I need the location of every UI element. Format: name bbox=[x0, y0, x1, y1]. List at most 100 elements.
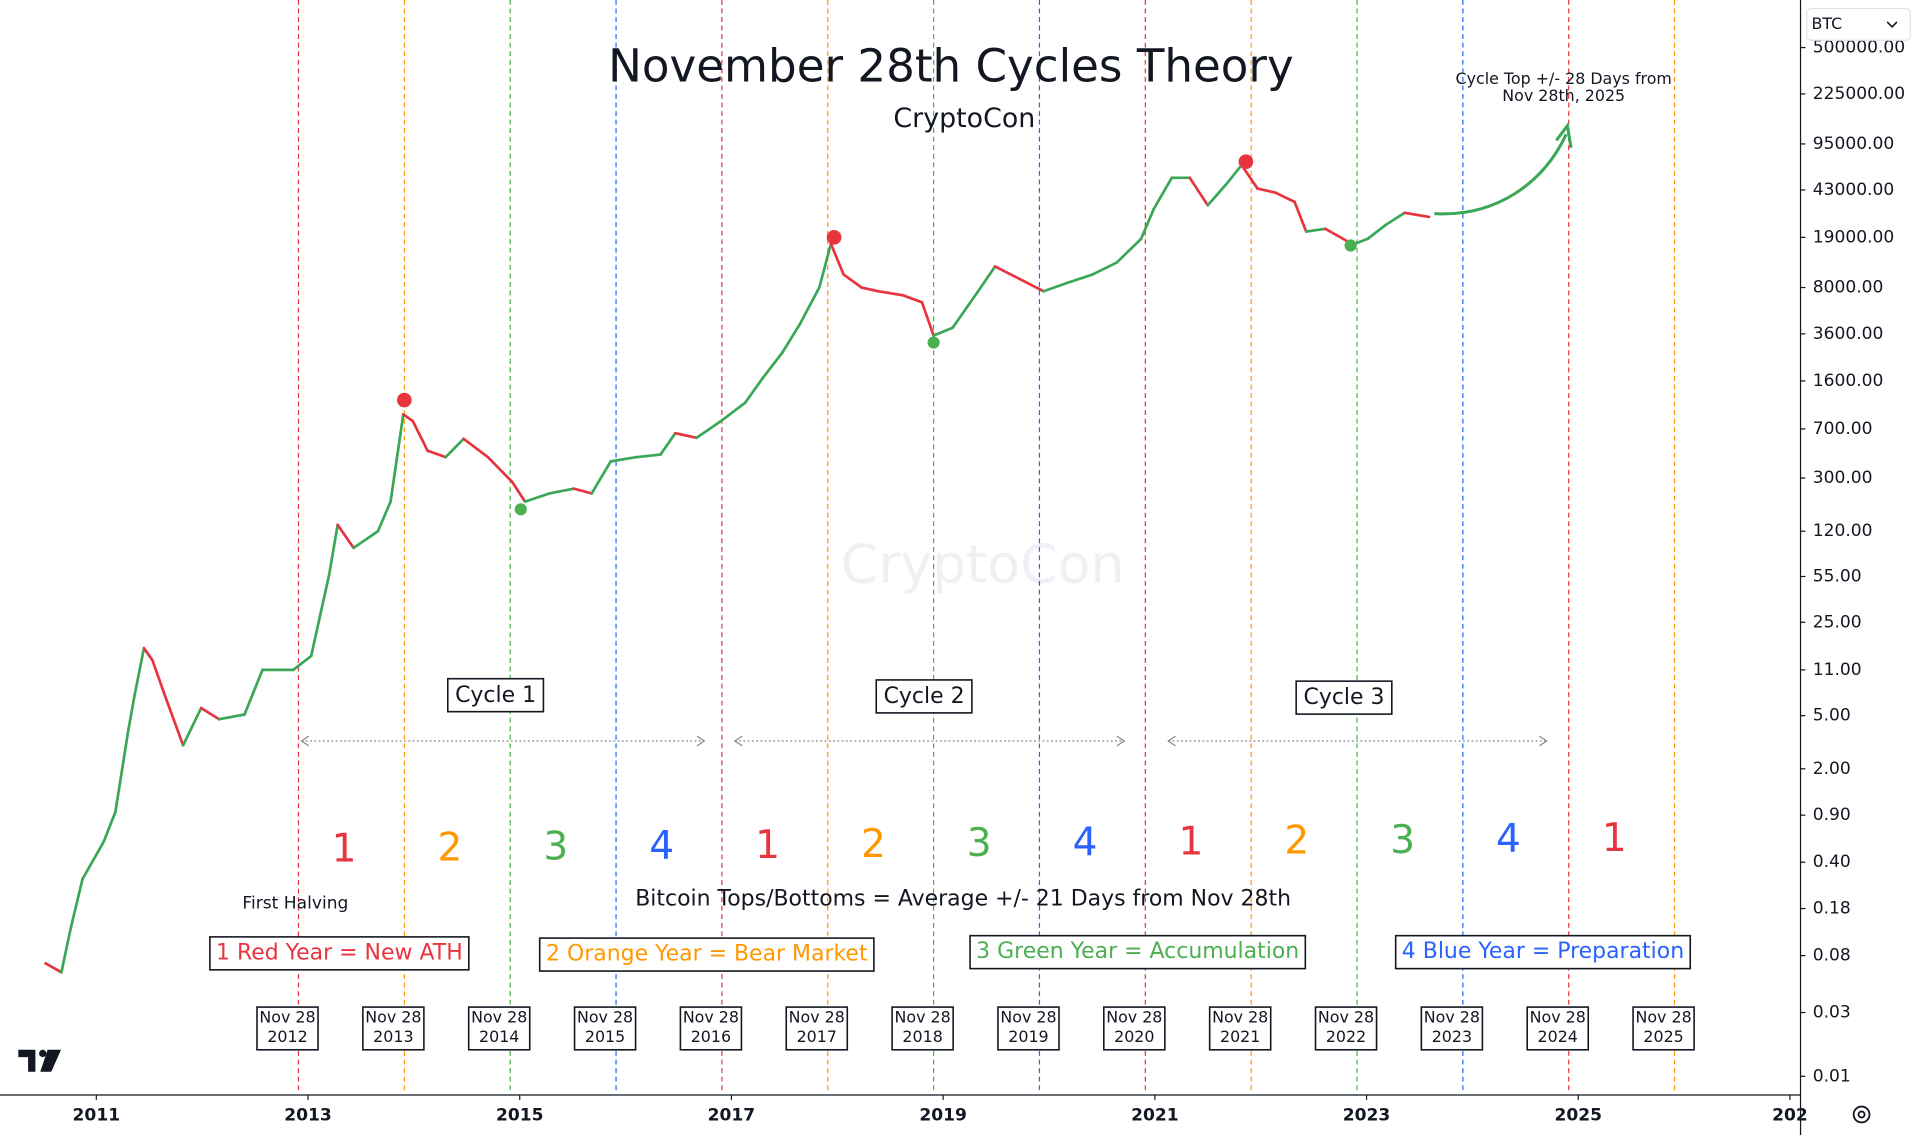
price-segment bbox=[634, 453, 662, 459]
price-segment bbox=[719, 401, 747, 423]
x-tick-label: 2015 bbox=[496, 1106, 544, 1126]
logo-part bbox=[18, 1049, 36, 1072]
price-segment bbox=[1152, 176, 1174, 211]
cycle-label: Cycle 3 bbox=[1303, 685, 1384, 710]
date-label: 2017 bbox=[797, 1027, 837, 1046]
price-segment bbox=[1042, 281, 1070, 293]
date-label: Nov 28 bbox=[1530, 1008, 1586, 1027]
price-segment bbox=[217, 713, 246, 721]
date-label: 2015 bbox=[585, 1027, 625, 1046]
price-segment bbox=[673, 431, 698, 440]
date-box bbox=[679, 1006, 743, 1051]
price-segment bbox=[590, 460, 613, 495]
y-tick-label: 43000.00 bbox=[1813, 180, 1895, 200]
gear-outer[interactable] bbox=[1852, 1105, 1871, 1124]
y-tick-label: 8000.00 bbox=[1813, 278, 1884, 298]
symbol-label[interactable]: BTC bbox=[1812, 14, 1843, 33]
y-tick-label: 0.90 bbox=[1813, 805, 1851, 825]
cycle-extreme bbox=[1344, 239, 1357, 252]
date-label: Nov 28 bbox=[365, 1008, 421, 1027]
price-segment bbox=[462, 437, 490, 459]
year-number: 2 bbox=[438, 825, 463, 870]
price-segment bbox=[69, 877, 84, 929]
year-number: 4 bbox=[1073, 820, 1098, 865]
watermark: CryptoCon bbox=[841, 532, 1125, 595]
price-segment bbox=[920, 300, 935, 337]
date-label: Nov 28 bbox=[471, 1008, 527, 1027]
date-label: Nov 28 bbox=[683, 1008, 739, 1027]
year-number: 4 bbox=[649, 824, 674, 869]
year-number: 1 bbox=[755, 823, 780, 868]
legend-label: 4 Blue Year = Preparation bbox=[1402, 939, 1684, 964]
price-segment bbox=[877, 289, 905, 297]
cycle-extreme bbox=[826, 230, 842, 245]
price-segment bbox=[389, 412, 405, 503]
event-lines bbox=[297, 0, 1676, 1094]
price-segment bbox=[761, 351, 784, 379]
date-box bbox=[1208, 1006, 1272, 1051]
gear-inner[interactable] bbox=[1857, 1110, 1866, 1119]
price-segment bbox=[411, 419, 429, 453]
logo-part bbox=[39, 1049, 47, 1058]
legend-label: 2 Orange Year = Bear Market bbox=[546, 942, 868, 967]
price-segment bbox=[102, 810, 117, 844]
date-box bbox=[1420, 1006, 1484, 1051]
dropdown-icon[interactable] bbox=[1886, 21, 1898, 28]
price-segment bbox=[44, 962, 63, 974]
legend-box bbox=[538, 937, 875, 972]
date-box bbox=[891, 1006, 954, 1051]
date-label: 2019 bbox=[1008, 1027, 1048, 1046]
cycle-box bbox=[1295, 680, 1393, 715]
cycle-box bbox=[875, 679, 973, 714]
date-label: 2025 bbox=[1643, 1027, 1683, 1046]
price-segment bbox=[817, 242, 833, 289]
y-tick-label: 1600.00 bbox=[1813, 371, 1884, 391]
price-segment bbox=[142, 646, 154, 662]
price-segment bbox=[1091, 261, 1119, 276]
date-box bbox=[1526, 1006, 1590, 1051]
price-segment bbox=[243, 668, 264, 716]
y-tick-label: 5.00 bbox=[1813, 706, 1851, 726]
target-arrow bbox=[1434, 133, 1568, 216]
logo bbox=[18, 1049, 62, 1072]
year-number: 2 bbox=[1284, 819, 1309, 864]
price-segment bbox=[1018, 277, 1046, 293]
year-number: 1 bbox=[1178, 819, 1203, 864]
logo-part bbox=[40, 1049, 62, 1072]
cycle-extreme bbox=[927, 336, 940, 349]
rule-note: Bitcoin Tops/Bottoms = Average +/- 21 Da… bbox=[635, 887, 1291, 912]
y-tick-label: 120.00 bbox=[1813, 521, 1873, 541]
price-segment bbox=[798, 286, 821, 325]
target-note: Cycle Top +/- 28 Days from bbox=[1456, 69, 1672, 88]
price-segment bbox=[572, 487, 594, 495]
cycle-span-head bbox=[733, 735, 1126, 747]
settings-icon[interactable] bbox=[1852, 1105, 1871, 1124]
date-box bbox=[1314, 1006, 1378, 1051]
legend-label: 3 Green Year = Accumulation bbox=[976, 939, 1299, 964]
y-tick-label: 95000.00 bbox=[1813, 134, 1895, 154]
y-tick-label: 0.18 bbox=[1813, 899, 1851, 919]
date-label: Nov 28 bbox=[789, 1008, 845, 1027]
price-segment bbox=[932, 326, 955, 337]
date-box bbox=[997, 1006, 1060, 1051]
year-number: 1 bbox=[1602, 816, 1627, 861]
date-label: 2018 bbox=[902, 1027, 942, 1046]
price-segment bbox=[975, 265, 997, 295]
cycle-extreme bbox=[397, 392, 412, 408]
legend-box bbox=[209, 936, 470, 971]
date-label: 2023 bbox=[1432, 1027, 1472, 1046]
legend-box bbox=[1394, 934, 1692, 970]
x-tick-label: 202 bbox=[1772, 1106, 1808, 1126]
x-tick-label: 2011 bbox=[73, 1106, 121, 1126]
price-segment bbox=[401, 412, 415, 423]
cycle-box bbox=[446, 677, 545, 713]
date-label: 2012 bbox=[267, 1027, 307, 1046]
price-segment bbox=[1403, 211, 1431, 219]
y-tick-label: 25.00 bbox=[1813, 612, 1862, 632]
price-segment bbox=[993, 265, 1021, 281]
symbol-selector[interactable] bbox=[1806, 7, 1912, 41]
price-segment bbox=[426, 449, 447, 459]
halving-note: First Halving bbox=[242, 893, 348, 913]
date-box bbox=[1632, 1006, 1695, 1051]
